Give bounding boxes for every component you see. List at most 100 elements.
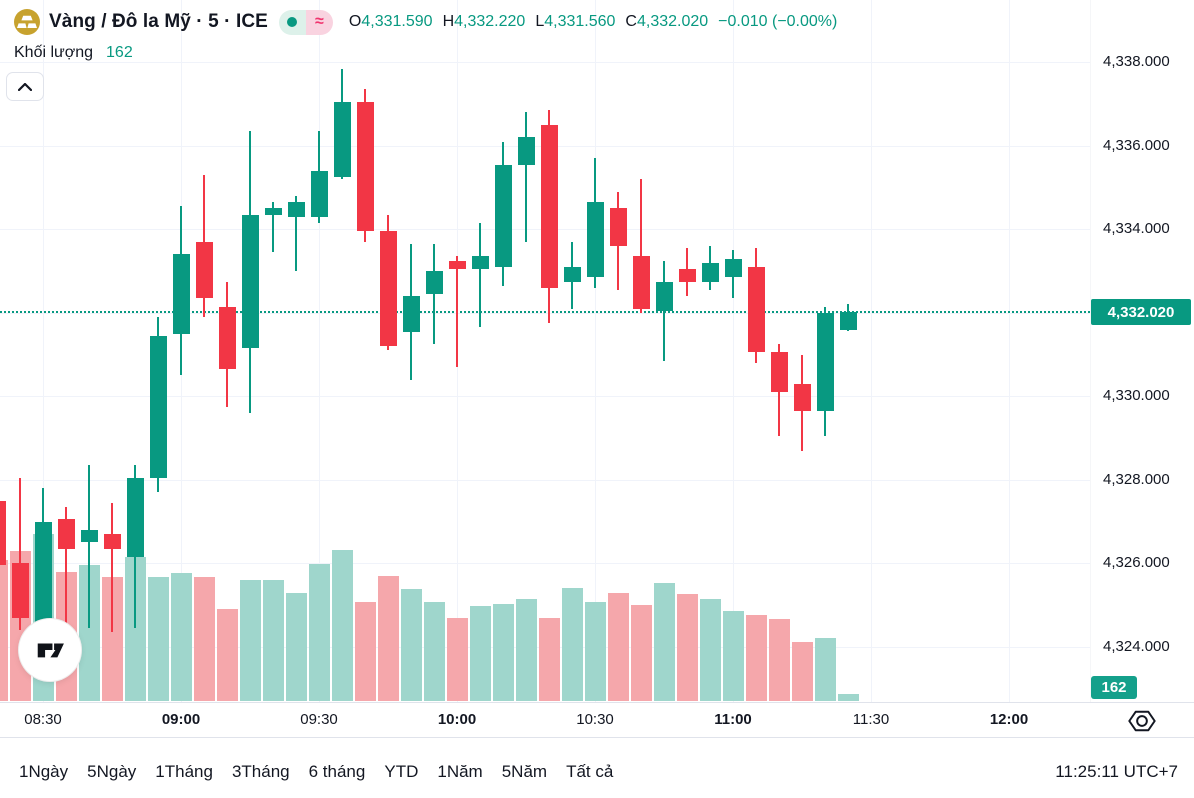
volume-bar xyxy=(699,598,721,701)
volume-bar xyxy=(561,587,583,701)
candle-body xyxy=(57,519,75,549)
time-tick-label: 08:30 xyxy=(24,711,62,728)
candle-body xyxy=(655,281,673,311)
time-gridline xyxy=(871,0,872,702)
volume-indicator-label[interactable]: Khối lượng xyxy=(14,44,94,61)
range-button-1tháng[interactable]: 1Tháng xyxy=(155,762,213,781)
candle-wick xyxy=(88,465,90,629)
volume-bar xyxy=(377,575,399,701)
delayed-data-icon[interactable]: ≈ xyxy=(305,9,333,35)
ohlc-pair: L4,331.560 xyxy=(535,13,616,30)
candle-body xyxy=(0,500,6,566)
candle-wick xyxy=(295,195,297,272)
volume-bar xyxy=(101,576,123,701)
price-tick-label: 4,330.000 xyxy=(1103,387,1170,405)
collapse-legend-button[interactable] xyxy=(6,72,44,101)
price-gridline xyxy=(0,312,1090,314)
candle-body xyxy=(287,202,305,217)
candle-wick xyxy=(525,112,527,242)
candle-body xyxy=(333,101,351,178)
volume-bar xyxy=(124,556,146,701)
volume-bar xyxy=(469,606,491,701)
volume-indicator-value: 162 xyxy=(106,44,133,61)
time-tick-label: 10:00 xyxy=(437,711,477,728)
ohlc-pair: O4,331.590 xyxy=(348,13,433,30)
candle-body xyxy=(586,202,604,278)
time-tick-label: 11:00 xyxy=(714,711,752,728)
time-gridline xyxy=(43,0,44,702)
volume-bar xyxy=(515,598,537,701)
candle-body xyxy=(793,383,811,411)
range-button-5năm[interactable]: 5Năm xyxy=(501,762,548,781)
volume-bar xyxy=(170,572,192,701)
range-button-ytd[interactable]: YTD xyxy=(384,762,419,781)
time-tick-label: 09:00 xyxy=(161,711,201,728)
range-button-3tháng[interactable]: 3Tháng xyxy=(231,762,290,781)
price-change: −0.010 (−0.00%) xyxy=(718,13,838,30)
candle-wick xyxy=(65,506,67,631)
candle-body xyxy=(310,170,328,217)
candle-wick xyxy=(640,179,642,313)
volume-bar xyxy=(492,603,514,701)
candle-body xyxy=(701,262,719,282)
candle-body xyxy=(563,266,581,282)
price-gridline xyxy=(0,396,1090,398)
candle-body xyxy=(540,124,558,288)
volume-bar xyxy=(676,593,698,701)
volume-bar xyxy=(745,614,767,701)
range-button-1năm[interactable]: 1Năm xyxy=(437,762,483,781)
candle-body xyxy=(770,352,788,393)
volume-bar xyxy=(584,601,606,701)
time-gridline xyxy=(1009,0,1010,702)
ohlc-values: O4,331.590 H4,332.220 L4,331.560 C4,332.020 xyxy=(349,13,718,31)
time-gridline xyxy=(319,0,320,702)
candle-body xyxy=(80,529,98,543)
candle-wick xyxy=(479,223,481,328)
candle-body xyxy=(379,231,397,347)
time-gridline xyxy=(595,0,596,702)
candle-body xyxy=(172,254,190,334)
range-toolbar: 1Ngày 5Ngày 1Tháng 3Tháng 6 tháng YTD 1Năm 5Năm… xyxy=(0,737,1194,798)
price-tick-label: 4,334.000 xyxy=(1103,220,1170,238)
price-gridline xyxy=(0,479,1090,481)
volume-bar xyxy=(423,602,445,701)
market-status-pill: ≈ xyxy=(278,9,333,35)
candle-body xyxy=(724,258,742,278)
price-axis[interactable]: 4,332.020 162 4,338.000 4,336.000 4,334.00… xyxy=(1090,0,1194,702)
last-price-badge: 4,332.020 xyxy=(1091,299,1191,325)
volume-bar xyxy=(791,642,813,701)
chart-plot-area[interactable] xyxy=(0,0,1090,702)
range-button-tất-cả[interactable]: Tất cả xyxy=(566,762,614,781)
clock-timezone[interactable]: 11:25:11 UTC+7 xyxy=(1055,762,1178,781)
volume-bar xyxy=(147,576,169,701)
candle-wick xyxy=(663,260,665,361)
tradingview-watermark xyxy=(19,619,81,681)
candle-body xyxy=(126,477,144,558)
market-status-dot-icon[interactable] xyxy=(278,9,306,35)
candle-wick xyxy=(433,243,435,345)
candle-body xyxy=(402,296,420,332)
volume-bar xyxy=(837,693,859,701)
volume-bar xyxy=(768,619,790,701)
candle-wick xyxy=(19,477,21,631)
time-tick-label: 11:30 xyxy=(852,711,890,728)
axis-settings-gear-icon[interactable] xyxy=(1127,708,1157,739)
time-tick-label: 09:30 xyxy=(300,711,338,728)
volume-bar xyxy=(400,588,422,701)
candle-body xyxy=(747,266,765,353)
range-button-6-tháng[interactable]: 6 tháng xyxy=(308,762,366,781)
symbol-title[interactable]: Vàng / Đô la Mỹ · 5 · ICE xyxy=(49,11,268,32)
range-button-5ngày[interactable]: 5Ngày xyxy=(87,762,137,781)
volume-bar xyxy=(331,549,353,701)
volume-value-badge: 162 xyxy=(1091,676,1137,699)
time-axis[interactable]: 08:30 09:00 09:30 10:00 10:30 11:00 11:30 12:00 xyxy=(0,702,1194,737)
chevron-up-icon xyxy=(18,82,32,91)
candle-body xyxy=(678,268,696,282)
range-button-1ngày[interactable]: 1Ngày xyxy=(19,762,69,781)
candle-body xyxy=(264,208,282,215)
candle-body xyxy=(195,241,213,299)
candle-body xyxy=(494,164,512,267)
candle-body xyxy=(356,101,374,232)
candle-body xyxy=(218,306,236,370)
candle-body xyxy=(241,214,259,349)
